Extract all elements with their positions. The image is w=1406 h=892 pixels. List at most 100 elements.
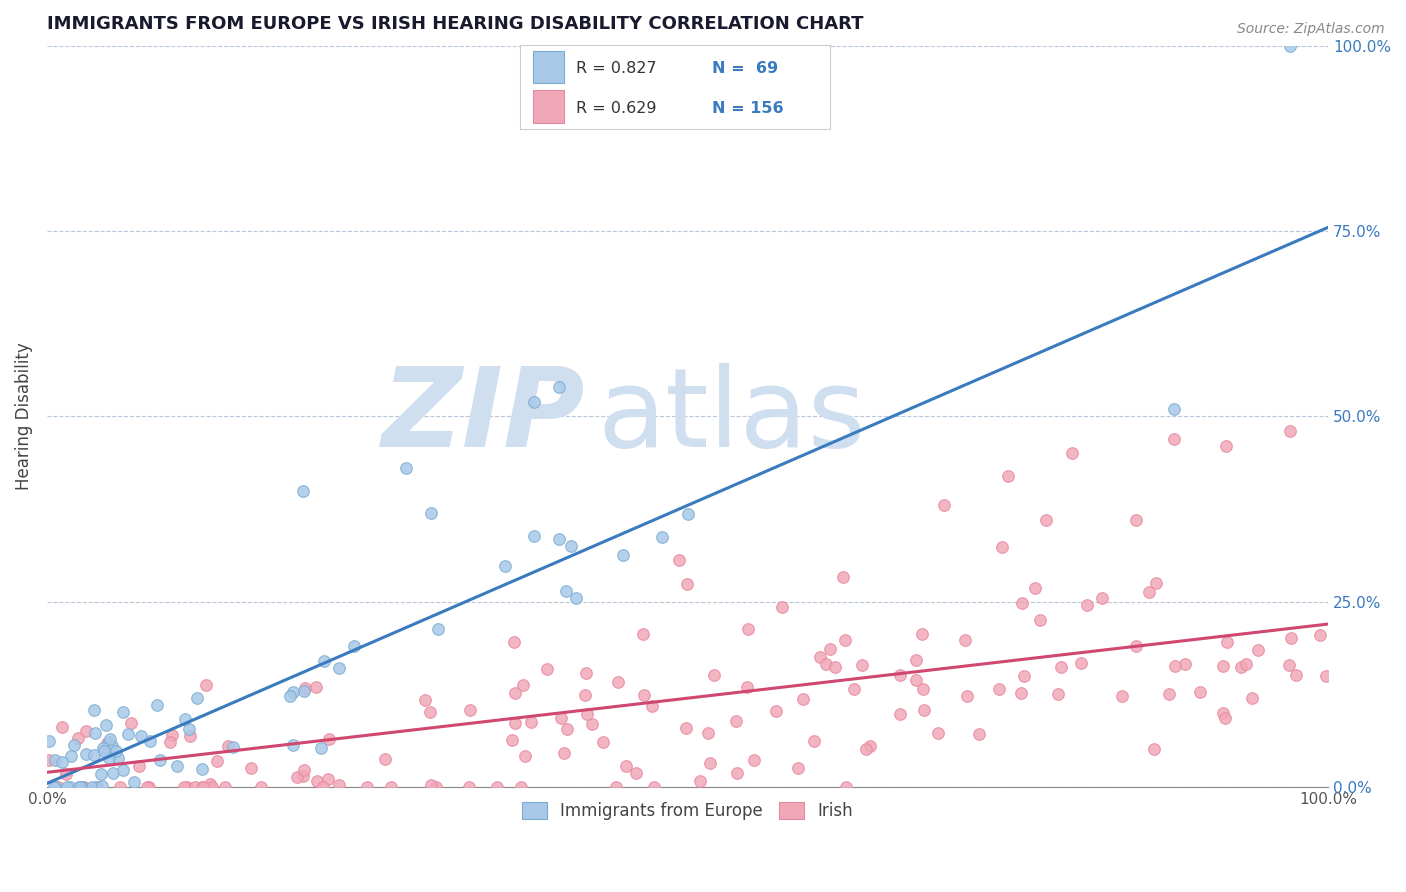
- Point: [814, 657, 837, 671]
- Point: [1091, 591, 1114, 606]
- Point: [91, 741, 114, 756]
- Point: [520, 714, 543, 729]
- Point: [75, 724, 97, 739]
- Point: [905, 653, 928, 667]
- Point: [676, 577, 699, 591]
- Point: [485, 780, 508, 794]
- Point: [159, 735, 181, 749]
- Point: [605, 780, 627, 794]
- Point: [724, 714, 747, 728]
- Point: [395, 461, 418, 475]
- Point: [565, 591, 588, 606]
- Point: [832, 570, 855, 584]
- Point: [548, 380, 571, 394]
- Point: [59, 780, 82, 794]
- Point: [513, 748, 536, 763]
- Point: [107, 750, 129, 764]
- Point: [502, 634, 524, 648]
- Point: [425, 780, 447, 794]
- Point: [703, 668, 725, 682]
- Point: [120, 715, 142, 730]
- Point: [859, 739, 882, 753]
- Point: [737, 623, 759, 637]
- Point: [44, 753, 66, 767]
- Point: [607, 675, 630, 690]
- Point: [111, 705, 134, 719]
- Point: [173, 780, 195, 794]
- Point: [309, 741, 332, 756]
- Point: [1284, 668, 1306, 682]
- Point: [343, 639, 366, 653]
- Point: [200, 777, 222, 791]
- Point: [967, 727, 990, 741]
- Point: [1212, 706, 1234, 720]
- Point: [191, 780, 214, 794]
- Point: [675, 721, 697, 735]
- Point: [205, 754, 228, 768]
- Point: [927, 726, 949, 740]
- Point: [834, 633, 856, 648]
- Point: [38, 733, 60, 747]
- Point: [94, 718, 117, 732]
- Point: [824, 660, 846, 674]
- Point: [574, 688, 596, 702]
- Point: [1144, 576, 1167, 591]
- Point: [179, 729, 201, 743]
- Point: [851, 657, 873, 672]
- Point: [60, 749, 83, 764]
- Point: [668, 553, 690, 567]
- Point: [145, 698, 167, 713]
- Point: [420, 778, 443, 792]
- Point: [536, 662, 558, 676]
- Point: [458, 703, 481, 717]
- Point: [128, 759, 150, 773]
- Point: [696, 726, 718, 740]
- Point: [240, 762, 263, 776]
- Point: [904, 673, 927, 688]
- Point: [312, 654, 335, 668]
- Point: [844, 681, 866, 696]
- Point: [1247, 643, 1270, 657]
- Point: [1024, 581, 1046, 595]
- Point: [419, 706, 441, 720]
- Point: [160, 728, 183, 742]
- Point: [953, 633, 976, 648]
- Point: [214, 780, 236, 794]
- Point: [1278, 424, 1301, 438]
- Point: [97, 735, 120, 749]
- Point: [83, 726, 105, 740]
- Point: [111, 763, 134, 777]
- Point: [1111, 689, 1133, 703]
- Point: [283, 738, 305, 752]
- Point: [735, 680, 758, 694]
- Legend: Immigrants from Europe, Irish: Immigrants from Europe, Irish: [515, 796, 860, 827]
- Text: ZIP: ZIP: [381, 363, 585, 470]
- Point: [592, 735, 614, 749]
- Point: [117, 727, 139, 741]
- Point: [312, 780, 335, 794]
- Point: [73, 780, 96, 794]
- Point: [1028, 613, 1050, 627]
- Point: [427, 622, 450, 636]
- Point: [651, 530, 673, 544]
- Point: [510, 780, 533, 794]
- Point: [183, 780, 205, 794]
- Point: [83, 703, 105, 717]
- Point: [98, 732, 121, 747]
- Point: [765, 704, 787, 718]
- Point: [292, 483, 315, 498]
- Point: [56, 780, 79, 794]
- Point: [1163, 432, 1185, 446]
- Point: [1010, 686, 1032, 700]
- Point: [84, 780, 107, 794]
- Point: [83, 748, 105, 763]
- Point: [553, 746, 575, 760]
- Point: [194, 678, 217, 692]
- Point: [222, 740, 245, 755]
- Point: [555, 722, 578, 736]
- Point: [356, 780, 378, 794]
- Point: [38, 753, 60, 767]
- Point: [889, 706, 911, 721]
- Point: [413, 693, 436, 707]
- Point: [138, 780, 160, 794]
